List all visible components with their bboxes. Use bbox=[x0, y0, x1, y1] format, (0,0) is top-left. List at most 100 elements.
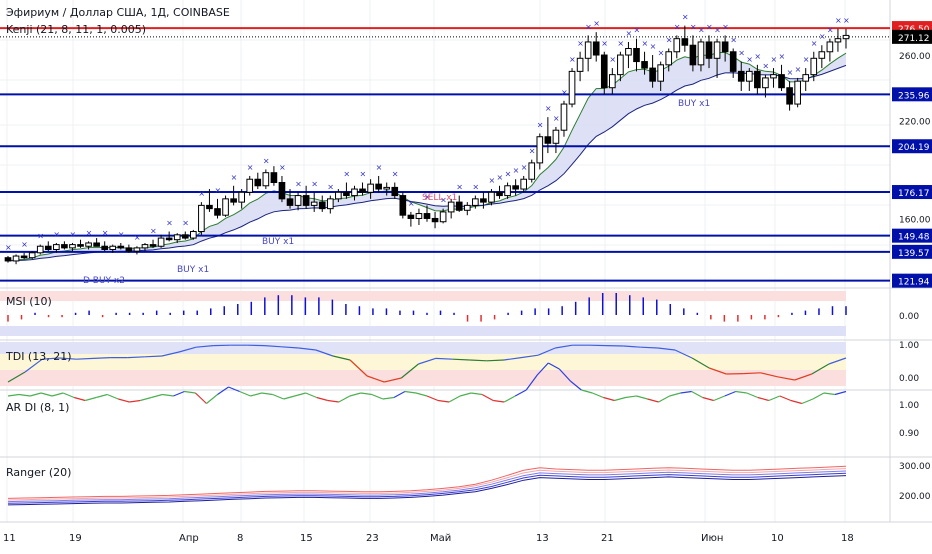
candle-body bbox=[134, 248, 140, 251]
candle-body bbox=[271, 173, 277, 183]
candle-body bbox=[182, 235, 188, 238]
candle-body bbox=[771, 75, 777, 78]
candle-body bbox=[755, 71, 761, 87]
tdi-segment bbox=[487, 360, 504, 361]
x-axis-label: 11 bbox=[3, 533, 16, 544]
tdi-segment bbox=[94, 358, 111, 359]
candle-body bbox=[303, 196, 309, 206]
ar-tick-bottom: 0.90 bbox=[899, 429, 919, 439]
x-axis-label: Май bbox=[430, 533, 451, 544]
candle-body bbox=[513, 186, 519, 189]
marker-x: × bbox=[795, 65, 802, 74]
candle-body bbox=[166, 238, 172, 240]
tdi-segment bbox=[641, 347, 658, 348]
marker-x: × bbox=[714, 26, 721, 35]
candle-body bbox=[110, 246, 116, 249]
candle-body bbox=[295, 196, 301, 206]
x-axis-label: 23 bbox=[366, 533, 379, 544]
candle-body bbox=[819, 52, 825, 59]
marker-x: × bbox=[762, 62, 769, 71]
marker-x: × bbox=[634, 26, 641, 35]
candle-body bbox=[730, 52, 736, 72]
marker-x: × bbox=[617, 39, 624, 48]
candle-body bbox=[424, 214, 430, 219]
candle-body bbox=[835, 39, 841, 42]
candle-body bbox=[408, 215, 414, 218]
marker-x: × bbox=[827, 26, 834, 35]
marker-x: × bbox=[819, 32, 826, 41]
marker-x: × bbox=[279, 163, 286, 172]
marker-x: × bbox=[263, 156, 270, 165]
marker-x: × bbox=[134, 233, 141, 242]
marker-x: × bbox=[545, 104, 552, 113]
candle-body bbox=[473, 199, 479, 206]
marker-x: × bbox=[102, 228, 109, 237]
candle-body bbox=[529, 163, 535, 179]
marker-x: × bbox=[754, 52, 761, 61]
marker-x: × bbox=[505, 170, 512, 179]
marker-x: × bbox=[231, 173, 238, 182]
marker-x: × bbox=[609, 55, 616, 64]
tdi-segment bbox=[436, 358, 453, 359]
marker-x: × bbox=[215, 186, 222, 195]
candle-body bbox=[287, 199, 293, 206]
marker-x: × bbox=[787, 68, 794, 77]
candle-body bbox=[803, 75, 809, 82]
candle-body bbox=[239, 192, 245, 202]
candle-body bbox=[263, 173, 269, 186]
marker-x: × bbox=[376, 163, 383, 172]
candle-body bbox=[561, 104, 567, 130]
marker-x: × bbox=[488, 176, 495, 185]
marker-x: × bbox=[118, 230, 125, 239]
candle-body bbox=[118, 246, 124, 248]
signal-sell-1: SELL x1 bbox=[422, 193, 457, 203]
candle-body bbox=[215, 209, 221, 216]
tdi-segment bbox=[128, 357, 145, 358]
candle-body bbox=[658, 65, 664, 81]
candle-body bbox=[126, 248, 132, 251]
marker-x: × bbox=[53, 230, 60, 239]
marker-x: × bbox=[730, 35, 737, 44]
candle-body bbox=[698, 42, 704, 65]
tdi-title: TDI (13, 21) bbox=[5, 350, 72, 363]
candle-body bbox=[37, 246, 43, 253]
marker-x: × bbox=[843, 16, 850, 25]
x-axis-label: 10 bbox=[771, 533, 784, 544]
tdi-segment bbox=[470, 360, 487, 361]
marker-x: × bbox=[585, 22, 592, 31]
level-tag-label: 235.96 bbox=[898, 91, 930, 101]
candle-body bbox=[634, 48, 640, 61]
last-price-tag-label: 271.12 bbox=[898, 34, 930, 44]
candle-body bbox=[746, 71, 752, 81]
candle-body bbox=[21, 256, 27, 258]
marker-x: × bbox=[553, 114, 560, 123]
msi-band-top bbox=[0, 291, 846, 301]
candle-body bbox=[400, 196, 406, 216]
marker-x: × bbox=[666, 35, 673, 44]
tdi-segment bbox=[743, 373, 760, 374]
marker-x: × bbox=[779, 52, 786, 61]
candle-body bbox=[199, 205, 205, 231]
msi-band-bottom bbox=[0, 326, 846, 336]
candle-body bbox=[666, 52, 672, 65]
marker-x: × bbox=[295, 179, 302, 188]
marker-x: × bbox=[343, 170, 350, 179]
candle-body bbox=[223, 199, 229, 215]
candle-body bbox=[29, 253, 35, 258]
candle-body bbox=[384, 187, 390, 189]
candle-body bbox=[537, 137, 543, 163]
candle-body bbox=[763, 78, 769, 88]
marker-x: × bbox=[327, 183, 334, 192]
candle-body bbox=[585, 42, 591, 58]
candle-body bbox=[827, 42, 833, 52]
candle-body bbox=[102, 246, 108, 249]
marker-x: × bbox=[360, 170, 367, 179]
marker-x: × bbox=[674, 22, 681, 31]
tdi-tick-bottom: 0.00 bbox=[899, 374, 919, 384]
candle-body bbox=[610, 75, 616, 88]
candle-body bbox=[360, 189, 366, 192]
candle-body bbox=[626, 48, 632, 55]
candle-body bbox=[142, 245, 148, 248]
ar-title: AR DI (8, 1) bbox=[6, 401, 69, 414]
x-axis-label: 8 bbox=[237, 533, 243, 544]
